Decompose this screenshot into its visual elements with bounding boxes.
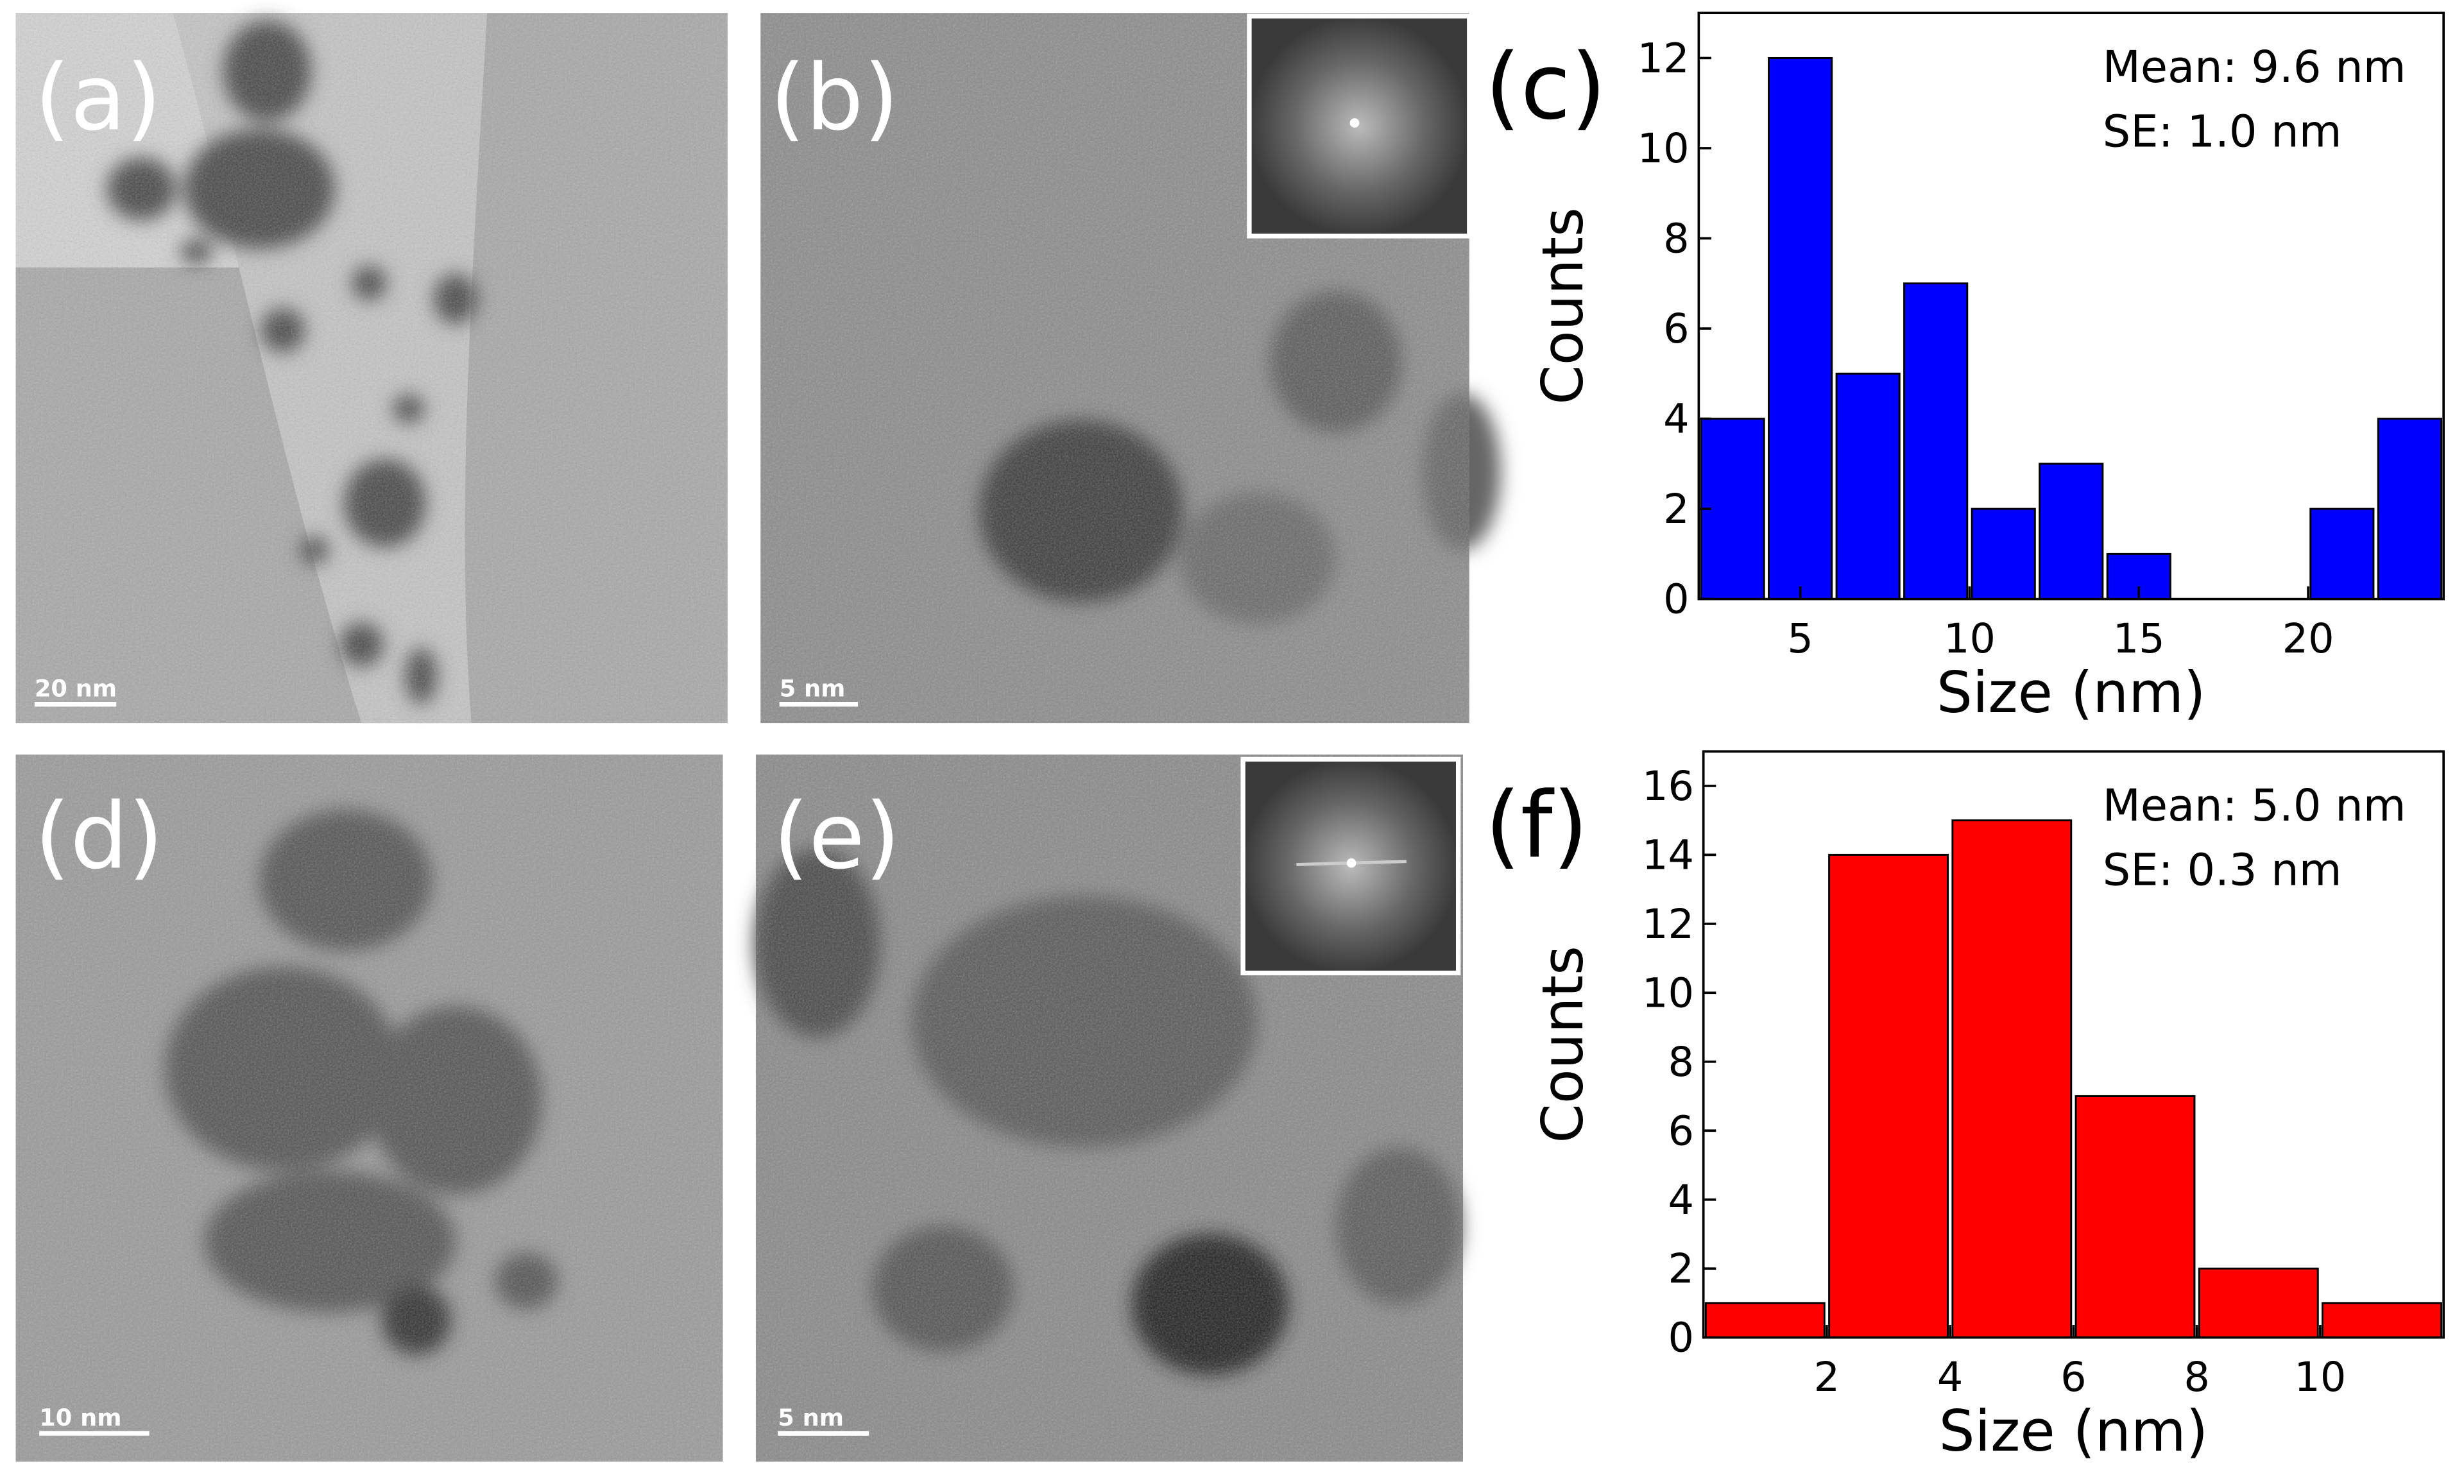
annotation: SE: 0.3 nm (2103, 844, 2342, 896)
bar (2075, 1095, 2196, 1339)
x-tick-label: 6 (2060, 1354, 2087, 1401)
annotation: Mean: 9.6 nm (2103, 42, 2406, 93)
y-tick-label: 0 (1668, 1315, 1694, 1362)
x-tick-label: 10 (2294, 1354, 2346, 1401)
scale-bar-label: 10 nm (39, 1404, 121, 1431)
plot-frame (1697, 12, 2445, 601)
y-tick-label: 6 (1663, 305, 1690, 353)
histogram-chart: 0 2 4 6 8 10 12 5 10 15 20 Size (nm) Counts (c) Mean: … (1485, 12, 2445, 726)
bar (1903, 282, 1969, 601)
tem-image-a (15, 13, 728, 724)
x-axis-label: Size (nm) (1939, 1398, 2209, 1464)
panel-label: (c) (1485, 34, 1606, 140)
tem-image-b (760, 13, 1501, 724)
x-tick-label: 20 (2282, 615, 2334, 663)
panel-label: (d) (35, 783, 164, 889)
y-tick-label: 12 (1642, 901, 1694, 948)
x-axis-label: Size (nm) (1937, 660, 2206, 726)
scale-bar-label: 20 nm (35, 674, 117, 702)
y-tick-label: 0 (1663, 576, 1690, 624)
bar (1835, 372, 1901, 601)
panel-label: (e) (773, 783, 900, 889)
y-tick-label: 10 (1642, 969, 1694, 1017)
bar (1951, 819, 2073, 1339)
y-axis-label: Counts (1530, 946, 1596, 1143)
panel-label: (a) (35, 45, 162, 151)
plot-frame (1702, 750, 2445, 1339)
bar (1971, 507, 2036, 601)
x-tick-label: 4 (1937, 1354, 1964, 1401)
x-tick-label: 8 (2184, 1354, 2210, 1401)
scale-bar-label: 5 nm (778, 1404, 844, 1431)
y-tick-label: 2 (1663, 486, 1690, 533)
y-tick-label: 12 (1638, 35, 1690, 82)
bar (2039, 463, 2104, 601)
y-tick-label: 8 (1663, 216, 1690, 263)
y-tick-label: 6 (1668, 1107, 1694, 1155)
x-tick-label: 15 (2113, 615, 2165, 663)
panel-label: (b) (770, 45, 899, 151)
y-tick-label: 2 (1668, 1245, 1694, 1293)
bar (1704, 1302, 1826, 1339)
x-tick-label: 10 (1944, 615, 1996, 663)
panel-label: (f) (1485, 772, 1588, 878)
y-tick-label: 4 (1668, 1177, 1694, 1224)
bar (2322, 1302, 2442, 1339)
tem-image-d (15, 755, 723, 1462)
annotation: Mean: 5.0 nm (2103, 780, 2406, 832)
y-tick-label: 10 (1638, 125, 1690, 173)
y-tick-label: 14 (1642, 832, 1694, 879)
annotation: SE: 1.0 nm (2103, 106, 2342, 157)
histogram-chart: 0 2 4 6 8 10 12 14 16 2 4 6 8 10 Size (nm) Counts (f) Mea… (1485, 750, 2445, 1464)
y-axis-label: Counts (1530, 207, 1596, 405)
x-tick-label: 5 (1787, 615, 1813, 663)
tem-image-e (754, 755, 1463, 1462)
y-tick-label: 16 (1642, 763, 1694, 810)
bar (2198, 1267, 2319, 1339)
y-tick-label: 8 (1668, 1039, 1694, 1086)
bar (2309, 507, 2375, 601)
bar (1828, 853, 1949, 1339)
scale-bar-label: 5 nm (780, 674, 846, 702)
bar (2377, 418, 2442, 601)
bar (1700, 418, 1765, 601)
y-tick-label: 4 (1663, 396, 1690, 443)
bar (1768, 56, 1833, 601)
x-tick-label: 2 (1814, 1354, 1840, 1401)
